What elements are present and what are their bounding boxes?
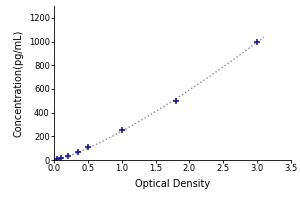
Y-axis label: Concentration(pg/mL): Concentration(pg/mL) <box>13 29 23 137</box>
X-axis label: Optical Density: Optical Density <box>135 179 210 189</box>
